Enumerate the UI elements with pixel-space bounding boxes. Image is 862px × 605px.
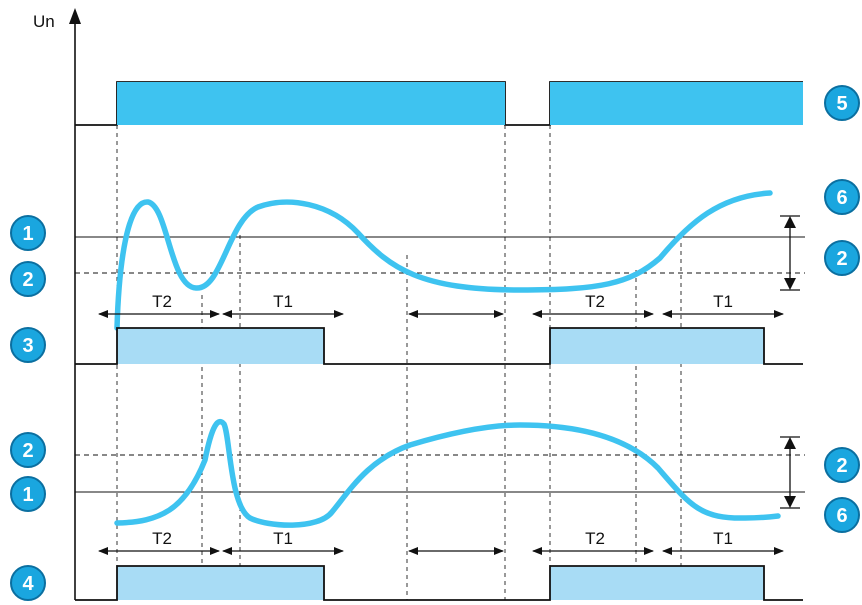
timing-label: T2 bbox=[585, 292, 605, 311]
badge: 2 bbox=[10, 261, 46, 297]
upper-section: T2 T1 T2 T1 bbox=[75, 190, 805, 365]
badge: 6 bbox=[824, 179, 860, 215]
hysteresis-arrow bbox=[780, 436, 800, 509]
svg-text:5: 5 bbox=[836, 93, 847, 115]
timing-label: T1 bbox=[713, 292, 733, 311]
timing-label: T1 bbox=[273, 529, 293, 548]
badge: 1 bbox=[10, 476, 46, 512]
svg-text:6: 6 bbox=[836, 505, 847, 527]
lower-section: T2 T1 T2 T1 bbox=[75, 419, 805, 601]
supply-on-block bbox=[550, 82, 803, 125]
y-axis-arrow-icon bbox=[69, 8, 81, 24]
svg-text:2: 2 bbox=[22, 269, 33, 291]
badge: 3 bbox=[10, 327, 46, 363]
timing-label: T2 bbox=[152, 292, 172, 311]
left-badges: 1 2 3 2 1 4 bbox=[10, 215, 46, 601]
svg-text:1: 1 bbox=[22, 223, 33, 245]
badge: 2 bbox=[824, 447, 860, 483]
right-badges: 5 6 2 2 6 bbox=[824, 85, 860, 533]
badge: 2 bbox=[824, 240, 860, 276]
svg-text:2: 2 bbox=[22, 440, 33, 462]
svg-text:2: 2 bbox=[836, 248, 847, 270]
y-axis: Un bbox=[33, 8, 81, 600]
badge: 6 bbox=[824, 497, 860, 533]
supply-trace bbox=[75, 81, 803, 126]
svg-text:3: 3 bbox=[22, 335, 33, 357]
supply-on-block bbox=[117, 82, 505, 125]
badge: 4 bbox=[10, 565, 46, 601]
timing-label: T2 bbox=[585, 529, 605, 548]
badge: 2 bbox=[10, 432, 46, 468]
svg-text:1: 1 bbox=[22, 484, 33, 506]
measured-signal-curve bbox=[114, 419, 781, 528]
badge: 5 bbox=[824, 85, 860, 121]
timing-label: T2 bbox=[152, 529, 172, 548]
svg-text:6: 6 bbox=[836, 187, 847, 209]
output-trace-lower bbox=[75, 565, 803, 601]
timing-label: T1 bbox=[273, 292, 293, 311]
y-axis-label: Un bbox=[33, 12, 55, 31]
badge: 1 bbox=[10, 215, 46, 251]
timing-label: T1 bbox=[713, 529, 733, 548]
output-trace-upper bbox=[75, 327, 803, 365]
hysteresis-arrow bbox=[780, 215, 800, 291]
measured-signal-curve bbox=[114, 190, 773, 331]
svg-text:4: 4 bbox=[22, 573, 34, 595]
svg-text:2: 2 bbox=[836, 455, 847, 477]
